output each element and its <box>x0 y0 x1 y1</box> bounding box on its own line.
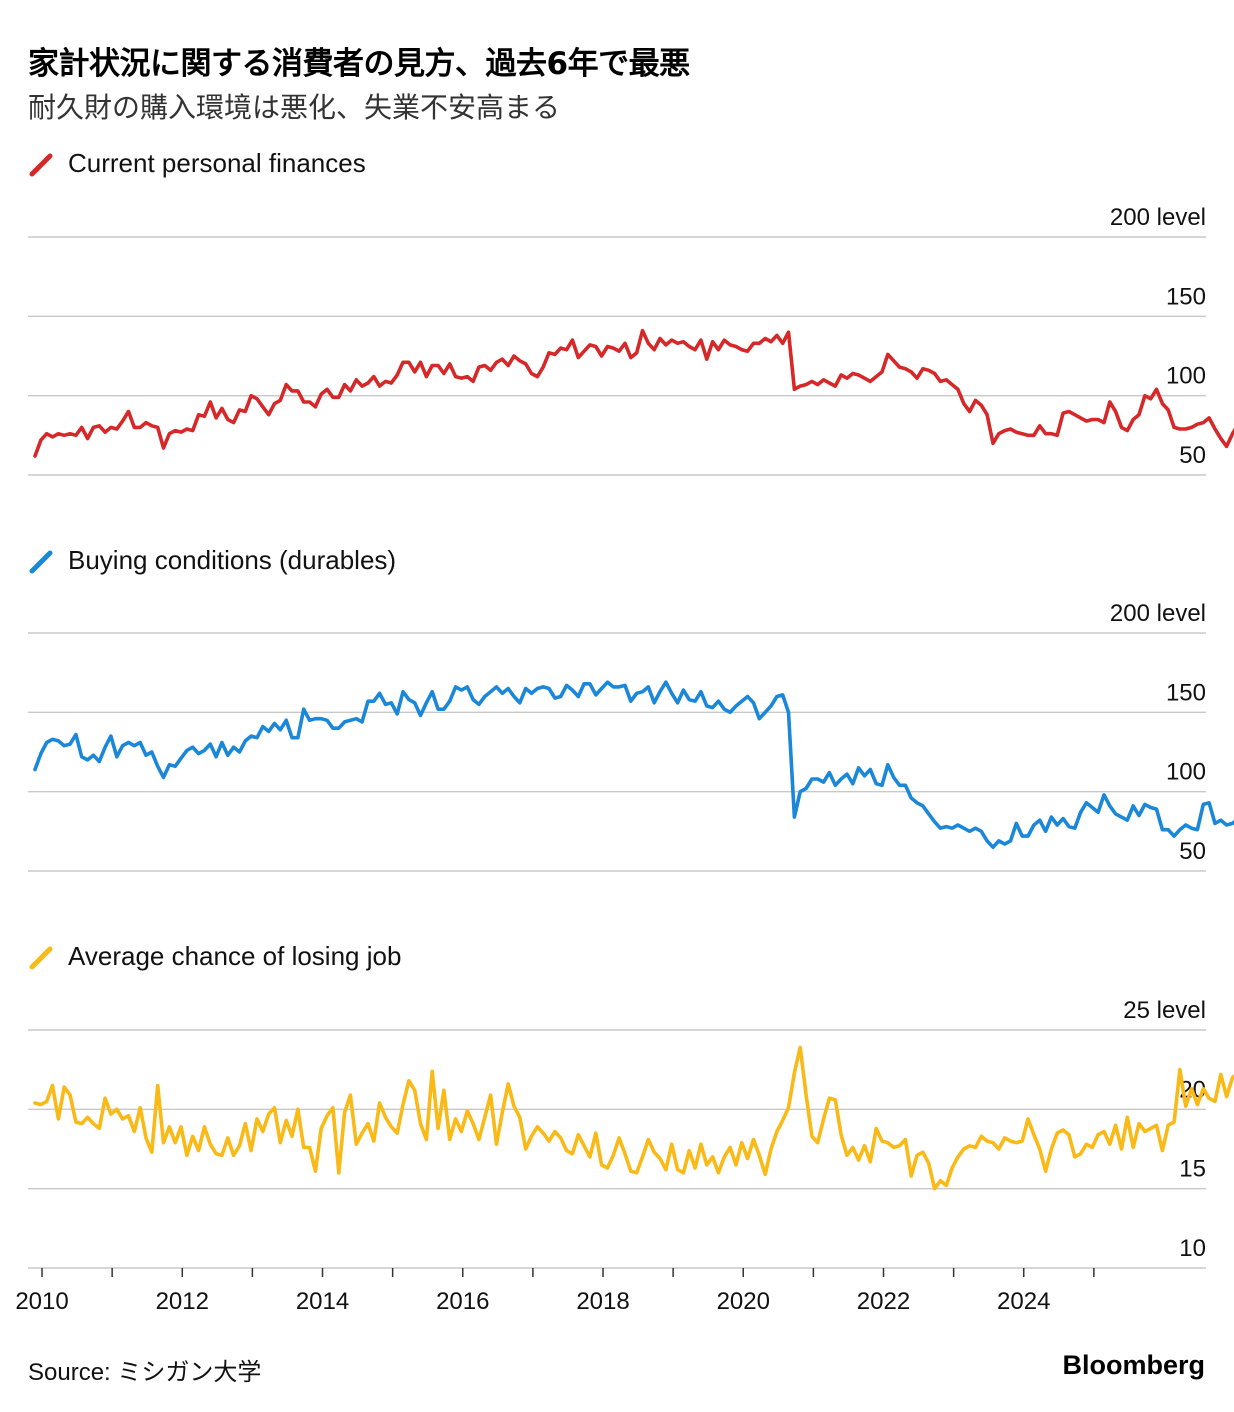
series-line <box>33 1045 1234 1191</box>
y-tick-label: 25 level <box>1123 997 1206 1024</box>
y-tick-label: 15 <box>1179 1156 1206 1183</box>
series-line <box>33 680 1234 850</box>
x-tick-label: 2016 <box>436 1288 489 1315</box>
y-tick-label: 100 <box>1166 363 1206 390</box>
legend-buying-conditions: Buying conditions (durables) <box>28 543 396 577</box>
chart-title: 家計状況に関する消費者の見方、過去6年で最悪 <box>28 46 690 82</box>
x-axis: 2010 2012 2014 2016 2018 2020 2022 2024 <box>15 1268 1095 1315</box>
y-tick-label: 100 <box>1166 759 1206 786</box>
x-tick-label: 2022 <box>857 1288 910 1315</box>
legend-slash-yellow <box>29 946 53 970</box>
y-tick-label: 150 <box>1166 283 1206 310</box>
chart-panel-2: 200 level 150 100 50 <box>28 600 1234 872</box>
chart-subtitle: 耐久財の購入環境は悪化、失業不安高まる <box>28 91 561 124</box>
legend-slash-blue <box>29 550 53 574</box>
x-tick-label: 2014 <box>296 1288 349 1315</box>
legend-slash-red <box>29 153 53 177</box>
source-note: Source: ミシガン大学 <box>28 1359 262 1386</box>
y-tick-label: 50 <box>1179 442 1206 469</box>
x-tick-label: 2024 <box>997 1288 1050 1315</box>
series-line <box>33 328 1234 458</box>
chart-panel-1: 200 level 150 100 50 <box>28 204 1234 476</box>
y-tick-label: 200 level <box>1110 600 1206 627</box>
x-tick-label: 2012 <box>156 1288 209 1315</box>
legend-current-personal-finances: Current personal finances <box>28 146 366 180</box>
x-tick-label: 2020 <box>717 1288 770 1315</box>
y-tick-label: 150 <box>1166 679 1206 706</box>
legend-label: Current personal finances <box>68 147 366 178</box>
x-tick-label: 2010 <box>15 1288 68 1315</box>
slash-icon <box>28 942 56 970</box>
x-tick-label: 2018 <box>576 1288 629 1315</box>
slash-icon <box>28 149 56 177</box>
y-tick-label: 200 level <box>1110 204 1206 231</box>
bloomberg-logo: Bloomberg <box>1062 1350 1205 1380</box>
slash-icon <box>28 546 56 574</box>
legend-label: Average chance of losing job <box>68 940 402 971</box>
legend-chance-losing-job: Average chance of losing job <box>28 939 401 973</box>
legend-label: Buying conditions (durables) <box>68 544 397 575</box>
y-tick-label: 10 <box>1179 1235 1206 1262</box>
y-tick-label: 50 <box>1179 838 1206 865</box>
